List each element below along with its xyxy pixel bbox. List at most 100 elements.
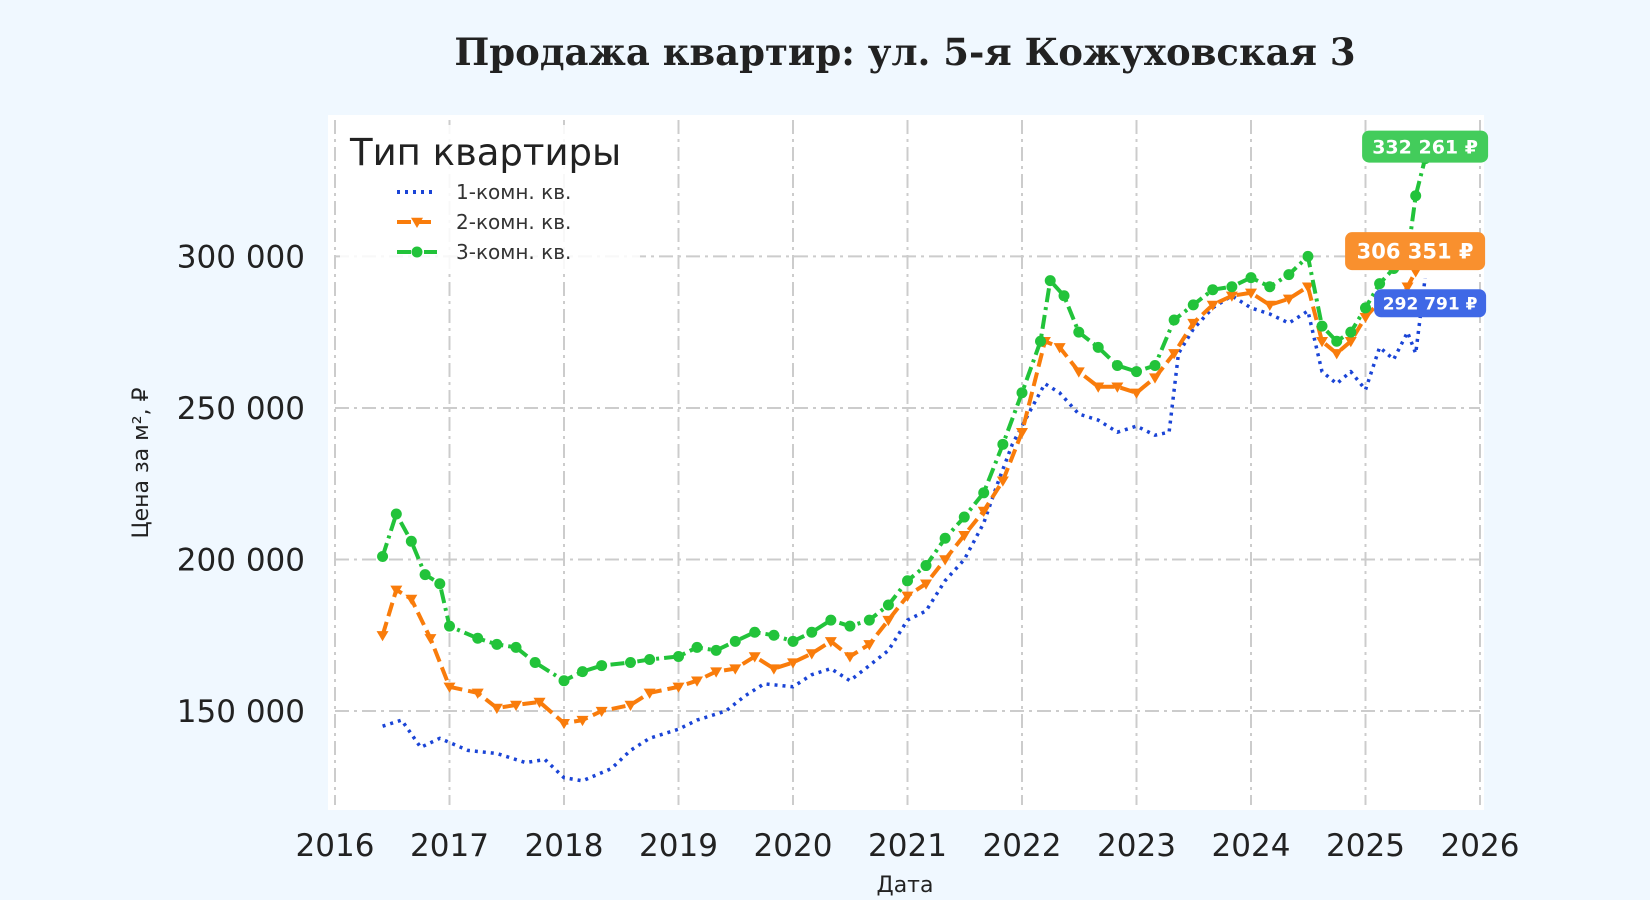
data-point [787, 658, 799, 669]
data-point [390, 585, 403, 596]
data-point [825, 614, 837, 626]
data-point [1092, 382, 1105, 393]
y-axis-label: Цена за м², ₽ [129, 387, 154, 538]
data-point [1207, 284, 1219, 296]
data-point [1053, 343, 1066, 354]
data-point [1316, 337, 1329, 348]
data-point [1149, 360, 1161, 372]
x-tick-label: 2021 [868, 828, 947, 864]
x-tick-label: 2024 [1212, 828, 1291, 864]
data-point [729, 664, 742, 675]
data-point [1331, 335, 1343, 347]
x-tick-label: 2025 [1326, 828, 1405, 864]
data-point [1245, 288, 1257, 299]
data-point [901, 591, 914, 602]
data-point [805, 649, 818, 660]
data-point [1072, 367, 1085, 378]
chart-title: Продажа квартир: ул. 5-я Кожуховская 3 [454, 30, 1355, 74]
data-point [424, 634, 437, 645]
x-tick-label: 2019 [639, 828, 718, 864]
legend-marker [411, 217, 423, 228]
data-point [1168, 349, 1181, 360]
data-point [1345, 326, 1357, 338]
legend-item-2: 2-комн. кв. [397, 210, 571, 234]
data-point [729, 635, 741, 647]
data-point [1225, 291, 1238, 302]
data-point [625, 657, 637, 669]
data-point [672, 682, 685, 693]
badge-value: 292 791 ₽ [1383, 294, 1478, 314]
y-tick-label: 200 000 [177, 542, 305, 578]
data-point [1245, 272, 1257, 284]
data-point [558, 718, 570, 730]
data-point [1131, 366, 1142, 378]
data-point [405, 594, 418, 605]
badge-box [1362, 130, 1489, 163]
data-point [920, 579, 933, 590]
data-point [978, 487, 990, 499]
data-point [1282, 294, 1295, 305]
legend-title: Тип квартиры [349, 131, 621, 174]
data-point [824, 637, 837, 648]
y-tick-label: 250 000 [177, 391, 305, 427]
x-tick-label: 2018 [525, 828, 604, 864]
data-point [510, 641, 522, 653]
value-badge: 306 351 ₽ [1345, 232, 1486, 271]
data-point [1401, 282, 1414, 293]
data-point [510, 700, 523, 711]
data-point [419, 569, 431, 581]
data-point [902, 575, 913, 587]
data-point [390, 508, 402, 520]
legend-marker [411, 246, 423, 258]
data-point [1044, 275, 1056, 287]
data-point [1374, 278, 1386, 290]
value-badges: 332 261 ₽ 306 351 ₽ 292 791 ₽ [1345, 130, 1489, 318]
data-point [558, 675, 570, 687]
badge-value: 332 261 ₽ [1372, 136, 1478, 158]
data-point [1111, 360, 1123, 372]
badge-value: 306 351 ₽ [1357, 240, 1474, 264]
data-point [471, 688, 484, 699]
data-point [1283, 269, 1295, 281]
data-point [1187, 299, 1199, 311]
data-point [920, 560, 932, 572]
data-point [405, 535, 417, 547]
x-axis-label: Дата [877, 873, 934, 898]
data-point [624, 700, 637, 711]
data-point [691, 641, 703, 653]
data-point [1111, 382, 1124, 393]
value-badge: 292 791 ₽ [1374, 289, 1487, 318]
data-point [710, 644, 722, 656]
data-point [1263, 300, 1276, 311]
data-point [997, 438, 1009, 450]
data-point [1302, 250, 1314, 262]
data-point [843, 652, 856, 663]
data-point [1360, 302, 1371, 314]
data-point [643, 688, 656, 699]
x-tick-label: 2023 [1097, 828, 1176, 864]
data-point [434, 578, 446, 590]
legend-item-3: 3-комн. кв. [397, 240, 571, 264]
data-point [1149, 373, 1162, 384]
data-point [472, 632, 484, 644]
data-point [444, 620, 455, 632]
y-tick-label: 300 000 [177, 239, 305, 275]
x-tick-label: 2020 [754, 828, 833, 864]
data-point [376, 631, 389, 642]
x-tick-label: 2022 [983, 828, 1062, 864]
data-point [1035, 335, 1047, 347]
legend-label: 2-комн. кв. [456, 210, 571, 234]
data-point [1073, 326, 1085, 338]
data-point [977, 506, 990, 517]
y-tick-label: 150 000 [177, 694, 305, 730]
data-point [1344, 337, 1357, 348]
data-point [749, 626, 761, 638]
series-3 [377, 153, 1431, 687]
value-badge: 332 261 ₽ [1362, 130, 1489, 163]
x-tick-label: 2017 [410, 828, 489, 864]
tick-labels: 2016 2017 2018 2019 2020 2021 2022 2023 2024 2025… [177, 239, 1520, 864]
data-point [490, 703, 503, 715]
data-point [1410, 190, 1422, 202]
data-point [939, 532, 951, 544]
